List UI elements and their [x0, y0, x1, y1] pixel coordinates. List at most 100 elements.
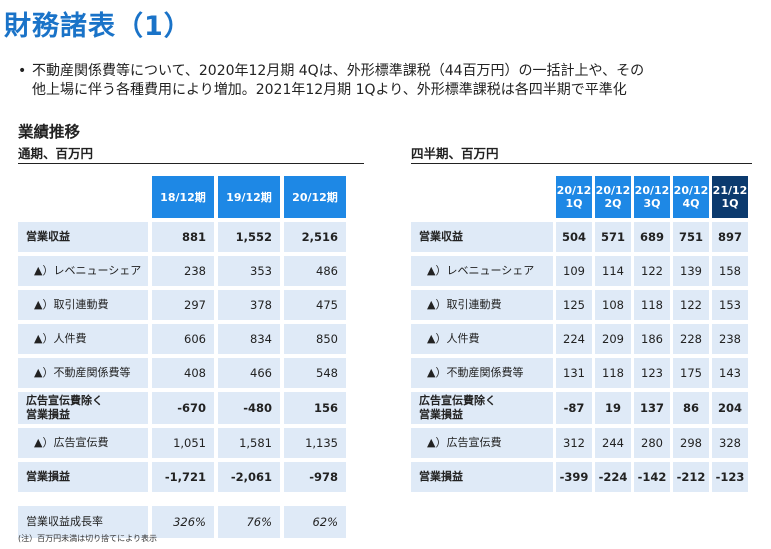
row-label-line-1: 広告宣伝費除く [419, 394, 496, 407]
cell-value: 689 [634, 222, 670, 252]
cell-value: 751 [673, 222, 709, 252]
cell-value: 122 [673, 290, 709, 320]
quarterly-table: 20/12 1Q 20/12 2Q 20/12 3Q 20/12 4Q 21/12 1Q … [408, 172, 751, 496]
row-label: 広告宣伝費除く 営業損益 [18, 392, 148, 424]
cell-value: -399 [556, 462, 592, 492]
cell-value: 486 [284, 256, 346, 286]
cell-value: 122 [634, 256, 670, 286]
cell-value: 850 [284, 324, 346, 354]
row-label: 営業損益 [18, 462, 148, 492]
cell-value: 504 [556, 222, 592, 252]
table-row: 営業損益 -1,721 -2,061 -978 [18, 462, 346, 492]
cell-value: 125 [556, 290, 592, 320]
quarterly-divider [411, 163, 752, 164]
bullet-note: • 不動産関係費等について、2020年12月期 4Qは、外形標準課税（44百万円… [18, 62, 763, 100]
table-row: ▲）レベニューシェア 238 353 486 [18, 256, 346, 286]
annual-table: 18/12期 19/12期 20/12期 営業収益 881 1,552 2,51… [14, 172, 350, 542]
cell-value: 1,581 [218, 428, 280, 458]
cell-value: -480 [218, 392, 280, 424]
cell-value: 312 [556, 428, 592, 458]
cell-value: 238 [712, 324, 748, 354]
row-label: ▲）レベニューシェア [18, 256, 148, 286]
cell-value: 62% [284, 506, 346, 538]
row-label: 営業収益成長率 [18, 506, 148, 538]
cell-value: 131 [556, 358, 592, 388]
table-row: 営業収益 881 1,552 2,516 [18, 222, 346, 252]
cell-value: 139 [673, 256, 709, 286]
row-label: ▲）レベニューシェア [411, 256, 553, 286]
page-title: 財務諸表（1） [4, 11, 192, 42]
section-title: 業績推移 [18, 123, 81, 141]
bullet-line-1: 不動産関係費等について、2020年12月期 4Qは、外形標準課税（44百万円）の… [32, 63, 645, 79]
cell-value: 378 [218, 290, 280, 320]
cell-value: 108 [595, 290, 631, 320]
cell-value: 118 [595, 358, 631, 388]
cell-value: 298 [673, 428, 709, 458]
row-label: 広告宣伝費除く 営業損益 [411, 392, 553, 424]
table-row: 営業収益 504 571 689 751 897 [411, 222, 748, 252]
cell-value: 224 [556, 324, 592, 354]
cell-value: -1,721 [152, 462, 214, 492]
table-row: ▲）取引連動費 125 108 118 122 153 [411, 290, 748, 320]
quarterly-header-20-12-3q: 20/12 3Q [634, 176, 670, 218]
row-label: ▲）人件費 [18, 324, 148, 354]
cell-value: 1,051 [152, 428, 214, 458]
quarterly-header-20-12-2q: 20/12 2Q [595, 176, 631, 218]
cell-value: 353 [218, 256, 280, 286]
table-row: ▲）取引連動費 297 378 475 [18, 290, 346, 320]
quarterly-header-blank [411, 176, 553, 218]
cell-value: 466 [218, 358, 280, 388]
cell-value: 118 [634, 290, 670, 320]
cell-value: 881 [152, 222, 214, 252]
cell-value: 606 [152, 324, 214, 354]
table-row-growth: 営業収益成長率 326% 76% 62% [18, 506, 346, 538]
cell-value: -123 [712, 462, 748, 492]
cell-value: 209 [595, 324, 631, 354]
bullet-line-2: 他上場に伴う各種費用により増加。2021年12月期 1Qより、外形標準課税は各四… [32, 82, 627, 98]
cell-value: 228 [673, 324, 709, 354]
row-label: 営業収益 [18, 222, 148, 252]
cell-value: 175 [673, 358, 709, 388]
footnote: (注）百万円未満は切り捨てにより表示 [18, 534, 157, 543]
cell-value: 280 [634, 428, 670, 458]
cell-value: 186 [634, 324, 670, 354]
table-row: 広告宣伝費除く 営業損益 -87 19 137 86 204 [411, 392, 748, 424]
table-row: ▲）人件費 606 834 850 [18, 324, 346, 354]
cell-value: 158 [712, 256, 748, 286]
table-row: ▲）広告宣伝費 1,051 1,581 1,135 [18, 428, 346, 458]
cell-value: 137 [634, 392, 670, 424]
row-label: 営業収益 [411, 222, 553, 252]
table-row: ▲）不動産関係費等 408 466 548 [18, 358, 346, 388]
cell-value: 76% [218, 506, 280, 538]
cell-value: 123 [634, 358, 670, 388]
row-label: ▲）取引連動費 [411, 290, 553, 320]
cell-value: 86 [673, 392, 709, 424]
table-gap [18, 496, 346, 502]
table-row: 営業損益 -399 -224 -142 -212 -123 [411, 462, 748, 492]
cell-value: 19 [595, 392, 631, 424]
cell-value: -212 [673, 462, 709, 492]
row-label: ▲）広告宣伝費 [18, 428, 148, 458]
cell-value: -224 [595, 462, 631, 492]
cell-value: -87 [556, 392, 592, 424]
cell-value: 143 [712, 358, 748, 388]
cell-value: 834 [218, 324, 280, 354]
table-row: ▲）不動産関係費等 131 118 123 175 143 [411, 358, 748, 388]
cell-value: 1,135 [284, 428, 346, 458]
cell-value: 153 [712, 290, 748, 320]
row-label-line-1: 広告宣伝費除く [26, 394, 103, 407]
annual-header-19-12: 19/12期 [218, 176, 280, 218]
cell-value: 475 [284, 290, 346, 320]
row-label-line-2: 営業損益 [419, 408, 463, 421]
cell-value: 897 [712, 222, 748, 252]
table-row: 広告宣伝費除く 営業損益 -670 -480 156 [18, 392, 346, 424]
cell-value: 156 [284, 392, 346, 424]
annual-header-20-12: 20/12期 [284, 176, 346, 218]
cell-value: 1,552 [218, 222, 280, 252]
row-label: ▲）不動産関係費等 [18, 358, 148, 388]
cell-value: 2,516 [284, 222, 346, 252]
annual-header-blank [18, 176, 148, 218]
bullet-dot: • [18, 63, 27, 79]
quarterly-subtitle: 四半期、百万円 [411, 146, 499, 161]
cell-value: -142 [634, 462, 670, 492]
